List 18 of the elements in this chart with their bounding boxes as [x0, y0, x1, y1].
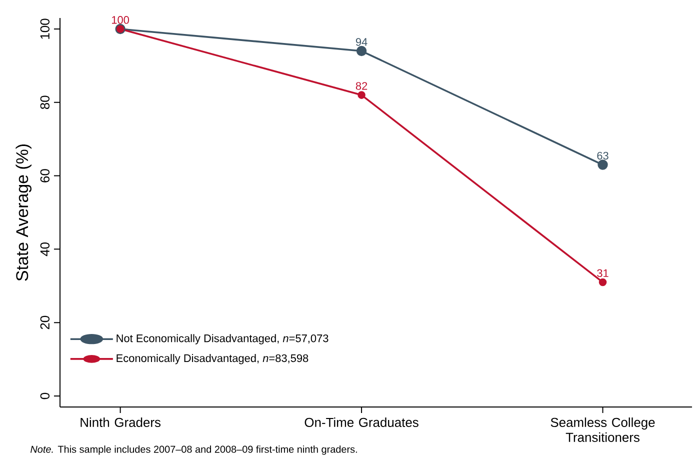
x-tick-label: On-Time Graduates — [304, 417, 418, 428]
y-axis-title: State Average (%) — [16, 144, 32, 281]
y-tick-label: 40 — [40, 242, 50, 256]
data-label: 82 — [356, 82, 368, 90]
data-label: 31 — [597, 269, 608, 278]
data-label: 63 — [597, 152, 608, 160]
legend-label: Not Economically Disadvantaged, n=57,073 — [116, 334, 328, 344]
y-tick-label: 60 — [40, 169, 50, 182]
x-tick-label: Ninth Graders — [80, 417, 161, 428]
text: Note. This sample includes 2007–08 and 2008–09 first-time ninth graders. — [30, 446, 357, 455]
y-tick-label: 20 — [40, 316, 50, 330]
data-label: 100 — [112, 16, 130, 24]
y-tick-label: 100 — [40, 18, 50, 39]
y-tick-label: 80 — [40, 96, 50, 110]
legend-label: Economically Disadvantaged, n=83,598 — [116, 354, 308, 364]
x-tick-label: Seamless College Transitioners — [550, 417, 655, 442]
y-tick-label: 0 — [40, 392, 50, 400]
data-label: 94 — [356, 38, 368, 46]
